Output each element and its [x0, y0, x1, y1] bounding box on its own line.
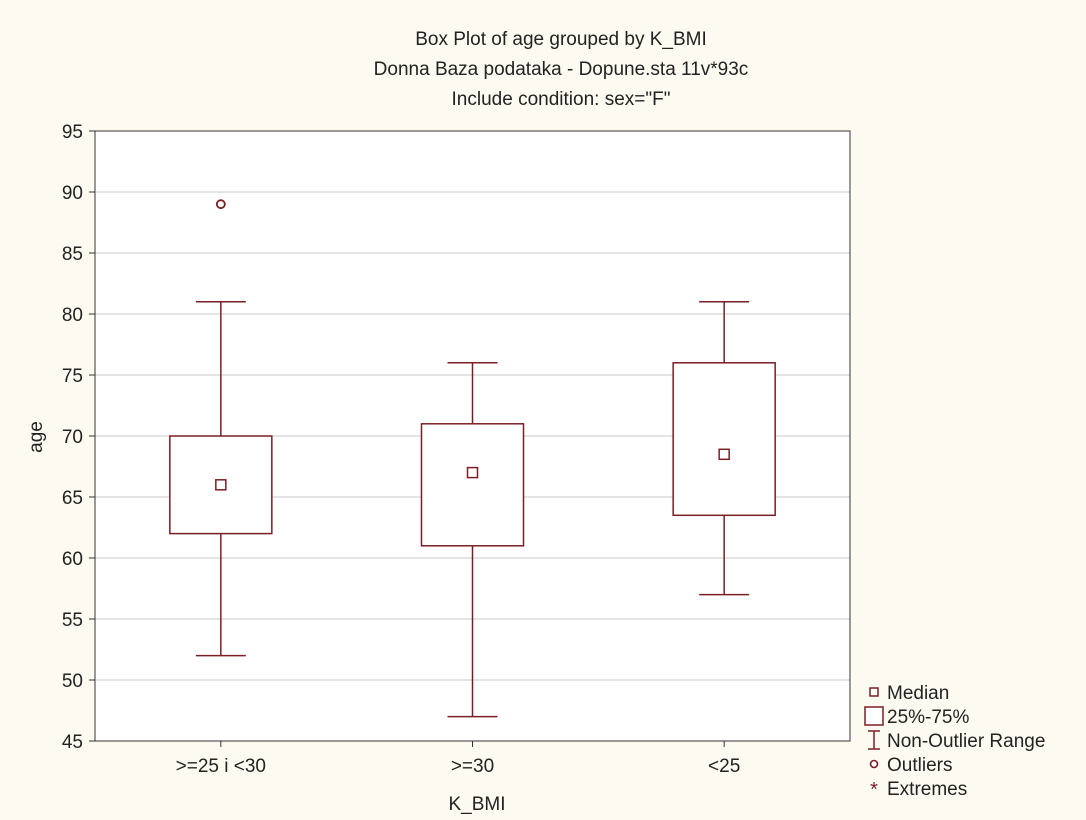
legend-item-extreme: * Extremes: [870, 779, 967, 801]
y-tick-label: 90: [62, 183, 83, 204]
legend-outlier-icon: [869, 759, 879, 769]
legend-label: Extremes: [887, 779, 967, 800]
median-marker: [718, 448, 730, 461]
plot-area: 45 50 55 60 65 70 75 80 85 90 95 >=25 i <30 >=30 <25: [62, 122, 851, 777]
chart-condition: Include condition: sex="F": [452, 89, 671, 110]
box-group: [672, 301, 776, 596]
legend-label: Outliers: [887, 755, 952, 776]
legend-item-whisker: Non-Outlier Range: [868, 730, 1045, 752]
box-iqr: [672, 362, 776, 517]
legend-label: 25%-75%: [887, 707, 969, 728]
legend-item-box: 25%-75%: [864, 706, 969, 728]
legend-box-icon: [864, 706, 884, 726]
legend-item-outlier: Outliers: [869, 755, 952, 776]
y-tick-label: 95: [62, 122, 83, 143]
y-tick-label: 85: [62, 244, 83, 265]
y-tick-label: 70: [62, 427, 83, 448]
y-tick-label: 60: [62, 549, 83, 570]
y-tick-label: 45: [62, 732, 83, 753]
chart-subtitle: Donna Baza podataka - Dopune.sta 11v*93c: [374, 59, 749, 80]
legend-label: Non-Outlier Range: [887, 731, 1045, 752]
legend-item-median: Median: [869, 683, 949, 704]
x-axis-label: K_BMI: [448, 794, 505, 815]
y-tick-label: 50: [62, 671, 83, 692]
box-group: [169, 199, 273, 657]
x-tick-label: >=25 i <30: [176, 756, 266, 777]
outlier-point: [215, 199, 226, 210]
y-tick-label: 65: [62, 488, 83, 509]
box-group: [420, 362, 525, 718]
x-tick-label: >=30: [451, 756, 494, 777]
median-marker: [215, 479, 227, 491]
y-tick-label: 55: [62, 610, 83, 631]
y-tick-label: 75: [62, 366, 83, 387]
legend-median-icon: [869, 687, 879, 697]
chart-title: Box Plot of age grouped by K_BMI: [415, 29, 707, 50]
y-axis-label: age: [26, 421, 47, 453]
box-iqr: [420, 423, 525, 547]
median-marker: [466, 466, 479, 479]
legend: Median 25%-75% Non-Outlier Range Outliers * E…: [864, 683, 1045, 801]
x-tick-label: <25: [708, 756, 740, 777]
legend-extreme-icon: *: [870, 779, 878, 801]
legend-label: Median: [887, 683, 949, 704]
y-tick-label: 80: [62, 305, 83, 326]
